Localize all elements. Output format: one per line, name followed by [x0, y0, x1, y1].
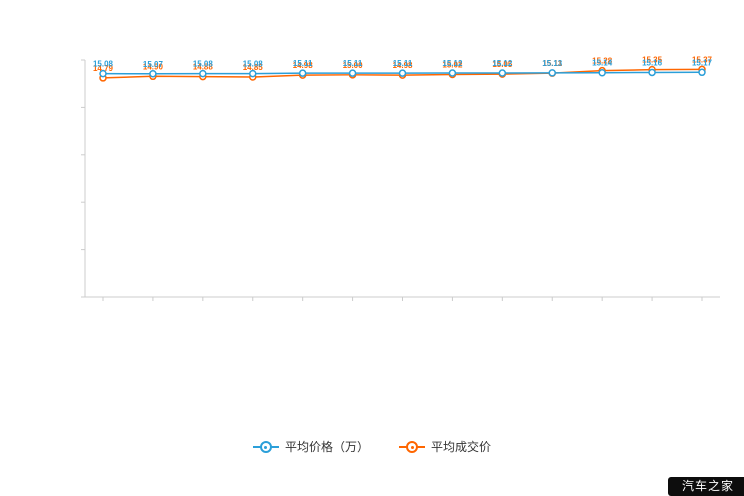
svg-text:15.35: 15.35 [642, 56, 663, 65]
legend-label-avg-deal-price: 平均成交价 [431, 440, 492, 454]
svg-text:15.37: 15.37 [692, 55, 713, 64]
svg-text:15.13: 15.13 [542, 59, 563, 68]
svg-text:15.08: 15.08 [193, 60, 214, 69]
legend-label-avg-price: 平均价格（万） [284, 440, 369, 454]
legend-item-avg-price[interactable]: 平均价格（万） [252, 440, 369, 454]
autohome-watermark: 汽车之家 [667, 477, 744, 496]
svg-text:15.28: 15.28 [592, 57, 613, 66]
line-circle-marker-icon [399, 441, 425, 453]
svg-text:15.08: 15.08 [93, 60, 114, 69]
svg-text:15.07: 15.07 [143, 60, 164, 69]
svg-text:15.12: 15.12 [492, 59, 513, 68]
svg-text:14.98: 14.98 [293, 61, 314, 70]
svg-text:14.79: 14.79 [93, 64, 114, 73]
svg-text:15.11: 15.11 [293, 59, 313, 68]
svg-text:15.14: 15.14 [592, 59, 613, 68]
svg-text:15.12: 15.12 [442, 59, 463, 68]
svg-text:15.11: 15.11 [542, 59, 562, 68]
legend-item-avg-deal-price[interactable]: 平均成交价 [399, 441, 491, 453]
svg-text:15.05: 15.05 [492, 60, 513, 69]
chart-legend: 平均价格（万） 平均成交价 [0, 441, 744, 453]
svg-text:15.17: 15.17 [692, 58, 713, 67]
svg-text:15.11: 15.11 [343, 59, 363, 68]
line-circle-marker-icon [252, 441, 279, 453]
svg-text:14.85: 14.85 [243, 63, 264, 72]
svg-text:15.00: 15.00 [343, 61, 364, 70]
svg-text:15.11: 15.11 [393, 59, 413, 68]
svg-text:14.98: 14.98 [392, 61, 413, 70]
svg-text:15.02: 15.02 [442, 61, 463, 70]
svg-text:15.08: 15.08 [243, 60, 264, 69]
svg-text:14.90: 14.90 [143, 62, 164, 71]
svg-text:14.88: 14.88 [193, 63, 214, 72]
svg-text:15.16: 15.16 [642, 58, 663, 67]
